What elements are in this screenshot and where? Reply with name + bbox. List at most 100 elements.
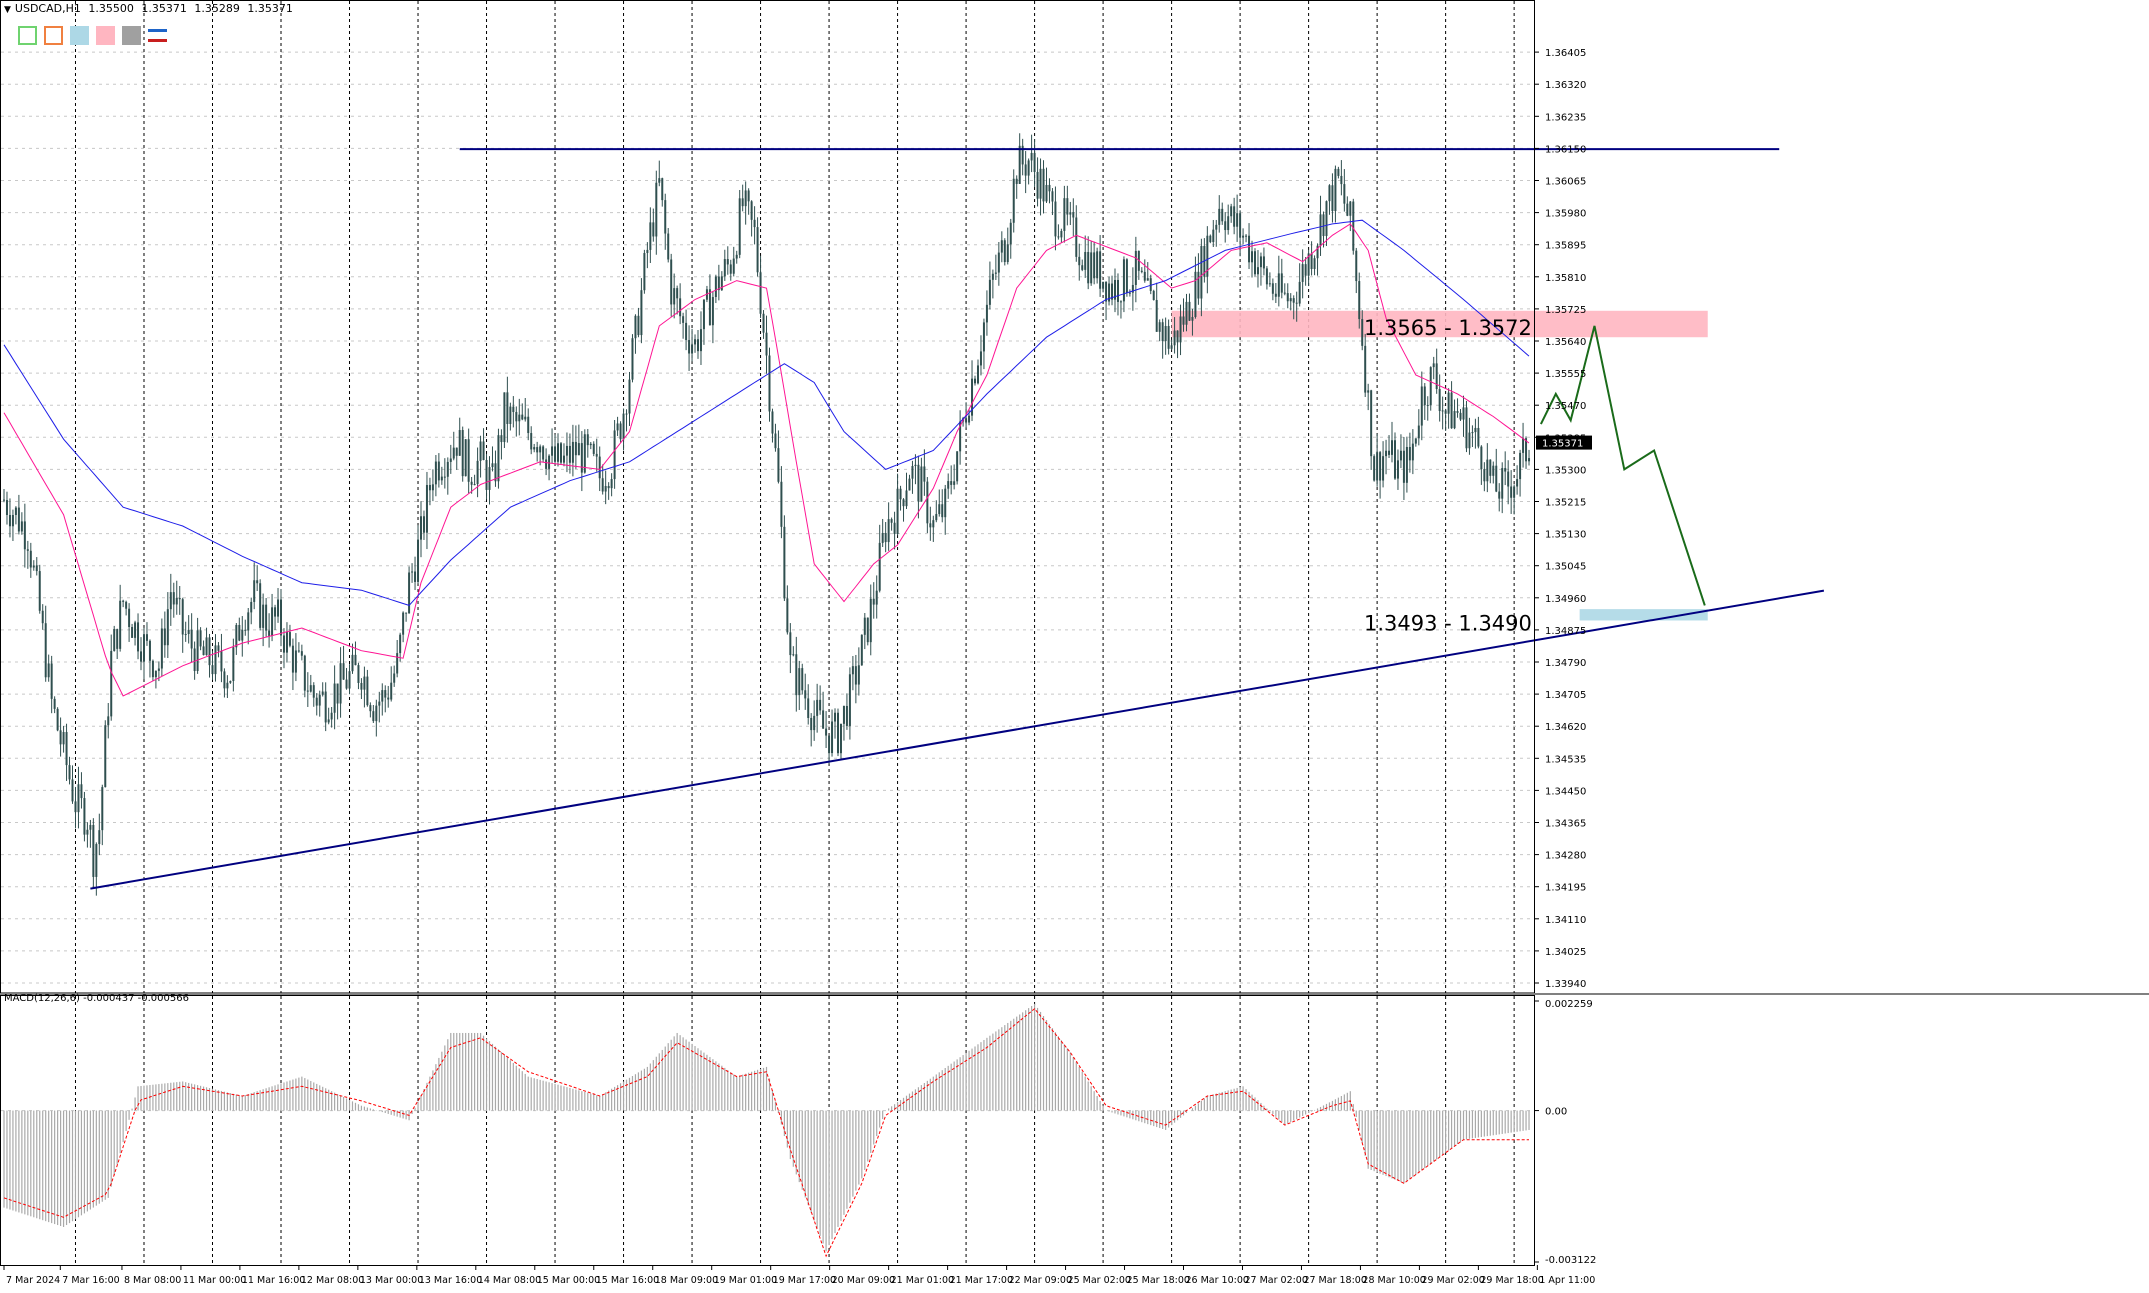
- candle-body: [411, 571, 414, 573]
- candle-body: [1334, 168, 1337, 212]
- candle-body: [810, 717, 813, 731]
- candle-body: [330, 712, 333, 720]
- time-tick-label: 25 Mar 18:00: [1127, 1275, 1190, 1286]
- candle-body: [932, 520, 935, 528]
- candle-body: [1325, 201, 1328, 237]
- candle-body: [378, 701, 381, 706]
- candle-body: [1158, 322, 1161, 332]
- candle-body: [285, 632, 288, 653]
- candle-body: [1504, 468, 1507, 472]
- candle-body: [768, 355, 771, 412]
- macd-pane-frame: [0, 995, 1535, 1266]
- gray-box[interactable]: [122, 26, 141, 45]
- candle-body: [1048, 184, 1051, 192]
- candle-body: [536, 447, 539, 453]
- candle-body: [53, 698, 56, 709]
- candle-body: [542, 446, 545, 460]
- candle-body: [881, 532, 884, 543]
- candle-body: [950, 481, 953, 485]
- candle-body: [685, 322, 688, 341]
- candle-body: [485, 459, 488, 490]
- candle-body: [1227, 216, 1230, 231]
- candle-body: [181, 599, 184, 635]
- candle-body: [339, 663, 342, 704]
- candle-body: [1337, 168, 1340, 176]
- candle-body: [828, 735, 831, 754]
- candle-body: [440, 476, 443, 481]
- candle-body: [509, 406, 512, 424]
- candle-body: [169, 592, 172, 610]
- blue-red-lines-icon[interactable]: [148, 26, 167, 45]
- candle-body: [1212, 229, 1215, 243]
- candle-body: [223, 671, 226, 689]
- candle-body: [530, 433, 533, 450]
- candle-body: [3, 499, 5, 501]
- candle-body: [303, 655, 306, 691]
- candle-body: [771, 411, 774, 434]
- candle-body: [336, 683, 339, 704]
- candle-body: [604, 486, 607, 492]
- candle-body: [670, 259, 673, 305]
- candle-body: [98, 830, 101, 845]
- candle-body: [1331, 185, 1334, 212]
- candle-body: [291, 645, 294, 673]
- candle-body: [708, 289, 711, 326]
- candle-body: [419, 516, 422, 540]
- candle-body: [318, 694, 321, 706]
- candle-body: [1239, 213, 1242, 238]
- candle-body: [1268, 283, 1271, 285]
- candle-body: [679, 298, 682, 317]
- candle-body: [1191, 316, 1194, 321]
- candle-body: [655, 182, 658, 237]
- candle-body: [375, 705, 378, 722]
- candle-body: [559, 443, 562, 463]
- candle-body: [473, 484, 476, 486]
- time-tick-label: 28 Mar 10:00: [1362, 1275, 1425, 1286]
- candle-body: [634, 315, 637, 339]
- candle-body: [1143, 271, 1146, 281]
- macd-signal-line: [3, 1007, 1529, 1258]
- lightblue-box[interactable]: [70, 26, 89, 45]
- candle-body: [1480, 446, 1483, 470]
- chevron-down-icon[interactable]: ▼: [4, 5, 11, 15]
- candle-body: [756, 227, 759, 273]
- time-tick-label: 8 Mar 08:00: [124, 1275, 181, 1286]
- candle-body: [59, 730, 62, 745]
- candle-body: [134, 622, 137, 638]
- candle-body: [1319, 214, 1322, 246]
- zone-label: 1.3565 - 1.3572: [1364, 316, 1532, 340]
- candle-body: [154, 670, 157, 678]
- candle-body: [354, 654, 357, 666]
- candle-body: [1218, 208, 1221, 225]
- candle-body: [402, 612, 405, 635]
- candle-body: [976, 365, 979, 384]
- candle-body: [74, 801, 77, 813]
- candle-body: [178, 597, 181, 600]
- candle-body: [1468, 432, 1471, 449]
- candle-body: [1361, 319, 1364, 346]
- candle-body: [1155, 299, 1158, 332]
- chart-header: ▼ USDCAD,H1 1.35500 1.35371 1.35289 1.353…: [4, 2, 297, 15]
- candle-body: [104, 725, 107, 788]
- candle-body: [110, 650, 113, 717]
- candle-body: [1242, 235, 1245, 238]
- green-outline-box[interactable]: [18, 26, 37, 45]
- candle-body: [65, 732, 68, 766]
- candle-body: [369, 705, 372, 712]
- candle-body: [732, 258, 735, 274]
- chart-grid: [1, 51, 1534, 984]
- price-tick-label: 1.35810: [1545, 273, 1586, 284]
- candle-body: [399, 634, 402, 654]
- orange-outline-box[interactable]: [44, 26, 63, 45]
- candle-body: [1039, 168, 1042, 199]
- time-tick-label: 29 Mar 02:00: [1421, 1275, 1484, 1286]
- candle-body: [1388, 450, 1391, 455]
- candle-body: [539, 446, 542, 453]
- pink-box[interactable]: [96, 26, 115, 45]
- candle-body: [148, 640, 151, 661]
- candle-body: [649, 222, 652, 250]
- candle-body: [1197, 271, 1200, 299]
- candle-body: [1379, 452, 1382, 481]
- candle-body: [1164, 325, 1167, 342]
